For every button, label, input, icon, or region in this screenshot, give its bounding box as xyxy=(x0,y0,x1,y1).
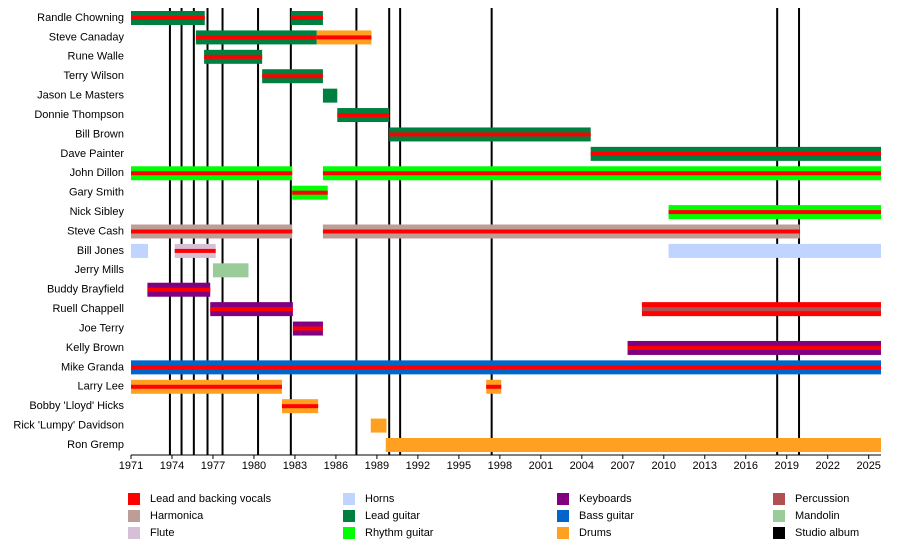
role-stripe xyxy=(174,248,216,253)
role-stripe xyxy=(131,16,205,20)
role-stripe xyxy=(322,229,800,234)
role-stripe xyxy=(290,16,323,20)
x-tick-label: 1971 xyxy=(119,460,143,472)
member-name: Donnie Thompson xyxy=(34,109,124,121)
member-name: Buddy Brayfield xyxy=(47,284,124,296)
role-stripe xyxy=(210,307,293,312)
role-stripe xyxy=(262,74,323,79)
legend-swatch xyxy=(773,493,785,505)
legend-swatch xyxy=(343,527,355,539)
member-name: Nick Sibley xyxy=(70,206,125,218)
legend-label: Drums xyxy=(579,527,612,539)
legend-label: Studio album xyxy=(795,527,859,539)
legend-label: Horns xyxy=(365,493,395,505)
member-name: Terry Wilson xyxy=(63,70,124,82)
role-stripe xyxy=(590,151,881,156)
x-tick-label: 1995 xyxy=(447,460,471,472)
legend-label: Mandolin xyxy=(795,510,840,522)
role-stripe xyxy=(322,171,881,176)
role-stripe xyxy=(281,404,319,409)
role-bar xyxy=(370,418,387,433)
member-name: Mike Granda xyxy=(61,361,125,373)
legend-label: Lead and backing vocals xyxy=(150,493,272,505)
legend-swatch xyxy=(773,527,785,539)
x-tick-label: 2004 xyxy=(570,460,594,472)
legend-swatch xyxy=(557,527,569,539)
legend-swatch xyxy=(557,493,569,505)
member-name: Bill Brown xyxy=(75,128,124,140)
role-stripe xyxy=(204,54,263,59)
x-tick-label: 1983 xyxy=(283,460,307,472)
role-stripe xyxy=(131,229,293,234)
role-stripe xyxy=(641,307,881,312)
member-name: Randle Chowning xyxy=(37,12,124,24)
role-stripe xyxy=(131,171,293,176)
member-name: Steve Cash xyxy=(67,225,124,237)
legend-label: Rhythm guitar xyxy=(365,527,434,539)
member-name: Dave Painter xyxy=(60,148,124,160)
member-name: Rick 'Lumpy' Davidson xyxy=(13,419,124,431)
legend-swatch xyxy=(128,527,140,539)
legend-swatch xyxy=(343,493,355,505)
member-name: Jerry Mills xyxy=(75,264,125,276)
role-stripe xyxy=(292,326,323,331)
legend-label: Percussion xyxy=(795,493,849,505)
role-stripe xyxy=(668,210,881,215)
member-name: Ruell Chappell xyxy=(52,303,124,315)
member-name: Gary Smith xyxy=(69,187,124,199)
role-stripe xyxy=(147,287,211,292)
role-bar xyxy=(212,263,249,278)
legend-swatch xyxy=(343,510,355,522)
role-stripe xyxy=(316,35,372,40)
role-stripe xyxy=(337,113,390,118)
member-name: Ron Gremp xyxy=(67,439,124,451)
legend-swatch xyxy=(773,510,785,522)
role-bar xyxy=(385,438,881,452)
legend-label: Harmonica xyxy=(150,510,204,522)
x-tick-label: 1974 xyxy=(160,460,184,472)
x-tick-label: 1998 xyxy=(488,460,512,472)
x-tick-label: 1980 xyxy=(242,460,266,472)
legend-swatch xyxy=(128,493,140,505)
x-tick-label: 2007 xyxy=(611,460,635,472)
x-tick-label: 2025 xyxy=(856,460,880,472)
legend-label: Keyboards xyxy=(579,493,632,505)
x-tick-label: 1992 xyxy=(406,460,430,472)
role-stripe xyxy=(627,345,881,350)
x-tick-label: 1986 xyxy=(324,460,348,472)
member-name: Steve Canaday xyxy=(49,31,125,43)
role-stripe xyxy=(131,384,282,389)
role-stripe xyxy=(389,132,591,137)
x-tick-label: 2019 xyxy=(774,460,798,472)
x-tick-label: 2001 xyxy=(529,460,553,472)
x-tick-label: 1989 xyxy=(365,460,389,472)
role-bar xyxy=(322,88,338,103)
legend-label: Flute xyxy=(150,527,174,539)
x-tick-label: 2010 xyxy=(652,460,676,472)
role-bar xyxy=(131,243,149,258)
x-tick-label: 1977 xyxy=(201,460,225,472)
member-name: Kelly Brown xyxy=(66,342,124,354)
member-name: Bobby 'Lloyd' Hicks xyxy=(29,400,124,412)
member-name: Larry Lee xyxy=(78,381,124,393)
member-name: Jason Le Masters xyxy=(37,90,124,102)
x-tick-label: 2016 xyxy=(734,460,758,472)
role-stripe xyxy=(131,365,881,370)
role-stripe xyxy=(292,190,328,195)
member-name: John Dillon xyxy=(70,167,124,179)
x-tick-label: 2022 xyxy=(815,460,839,472)
member-name: Rune Walle xyxy=(68,51,124,63)
legend-swatch xyxy=(557,510,569,522)
role-stripe xyxy=(486,384,502,389)
legend-label: Bass guitar xyxy=(579,510,634,522)
role-stripe xyxy=(195,35,317,40)
member-name: Joe Terry xyxy=(79,322,125,334)
legend-swatch xyxy=(128,510,140,522)
member-name: Bill Jones xyxy=(77,245,125,257)
legend-label: Lead guitar xyxy=(365,510,420,522)
role-bar xyxy=(668,243,881,258)
x-tick-label: 2013 xyxy=(693,460,717,472)
